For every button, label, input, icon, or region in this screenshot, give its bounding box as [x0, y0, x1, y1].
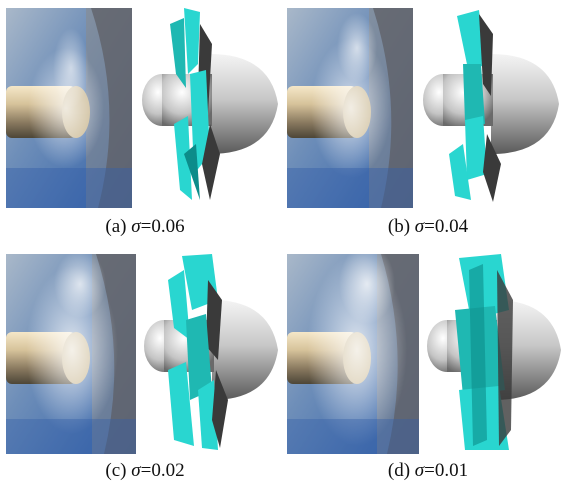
experiment-photo	[287, 8, 413, 208]
equals-sign: =	[140, 216, 152, 237]
cavitation-render	[425, 250, 563, 456]
sigma-value: 0.02	[151, 460, 185, 481]
sigma-symbol: σ	[131, 460, 141, 481]
panel-caption: (b) σ=0.04	[353, 216, 503, 238]
experiment-photo	[6, 254, 136, 454]
cavitation-render	[142, 250, 280, 456]
equals-sign: =	[140, 460, 152, 481]
experiment-photo	[287, 254, 419, 454]
panel-label: (d)	[387, 460, 411, 481]
panel-label: (b)	[387, 216, 411, 237]
panel-b: (b) σ=0.04	[283, 0, 565, 245]
sigma-symbol: σ	[414, 216, 425, 237]
panel-label: (a)	[105, 216, 127, 237]
panel-caption: (c) σ=0.02	[70, 460, 220, 482]
panel-d: (d) σ=0.01	[283, 246, 565, 491]
sigma-value: 0.04	[434, 216, 469, 237]
panel-caption: (d) σ=0.01	[353, 460, 503, 482]
panel-caption: (a) σ=0.06	[70, 216, 220, 238]
sigma-value: 0.01	[434, 460, 469, 481]
equals-sign: =	[424, 216, 435, 237]
sigma-value: 0.06	[151, 216, 185, 237]
sigma-symbol: σ	[414, 460, 425, 481]
cavitation-render	[140, 4, 280, 210]
experiment-photo	[6, 8, 132, 208]
sigma-symbol: σ	[131, 216, 141, 237]
equals-sign: =	[424, 460, 435, 481]
cavitation-render	[421, 4, 561, 210]
panel-label: (c)	[105, 460, 127, 481]
panel-c: (c) σ=0.02	[0, 246, 282, 491]
panel-a: (a) σ=0.06	[0, 0, 282, 245]
